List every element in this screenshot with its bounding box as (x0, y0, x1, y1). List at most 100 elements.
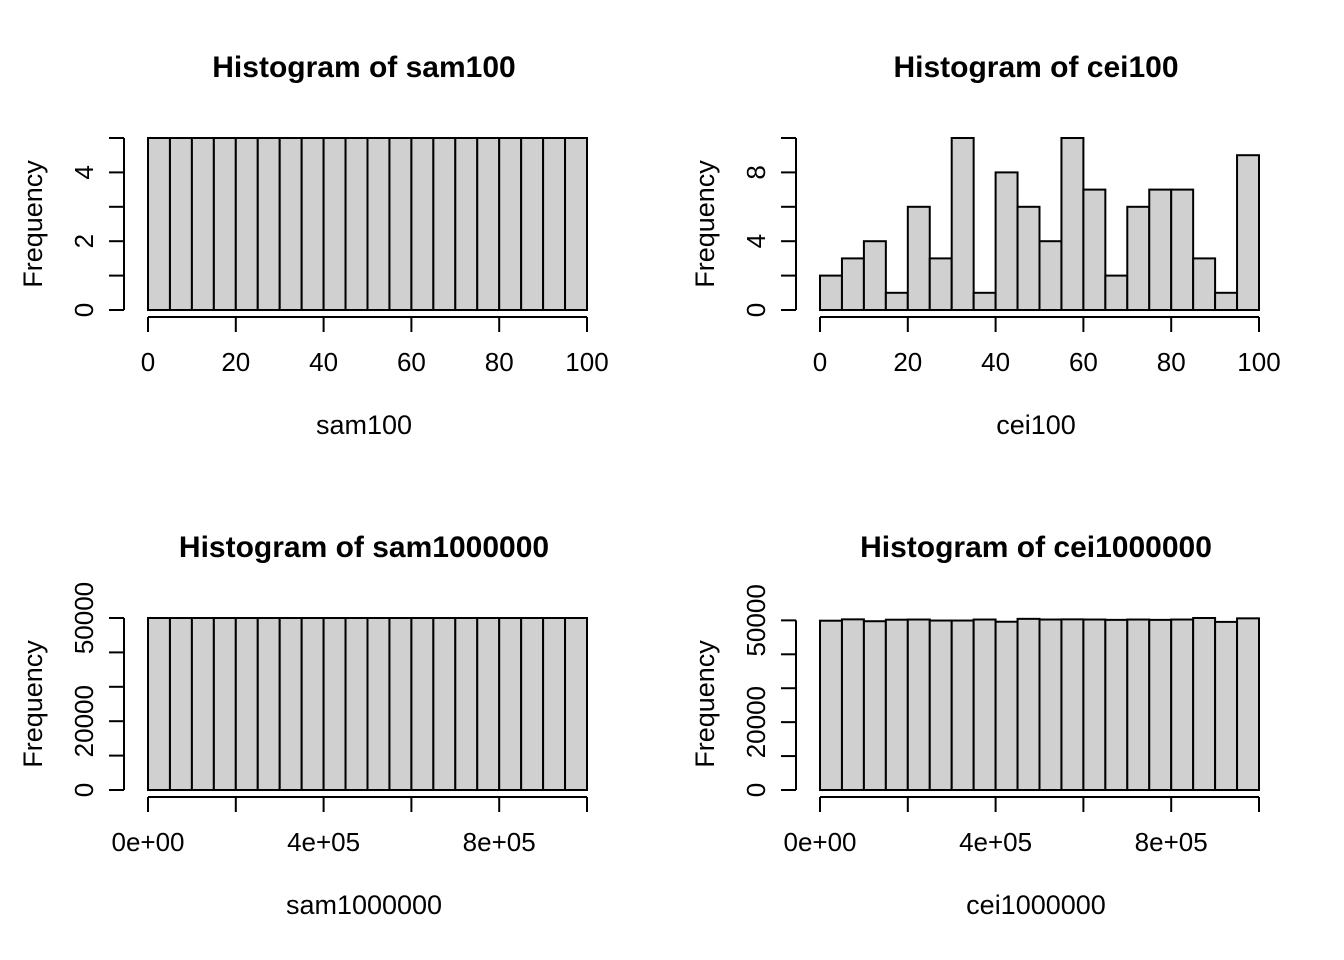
histogram-bar (1126, 205, 1151, 311)
histogram-bar (300, 137, 325, 311)
y-tick-label: 4 (69, 165, 99, 179)
histogram-bar (1082, 618, 1107, 791)
histogram-bar (1214, 620, 1239, 791)
histogram-bar (520, 617, 545, 791)
histogram-bar (950, 619, 975, 791)
histogram-bar (994, 620, 1019, 791)
histogram-bar (1148, 618, 1173, 791)
histogram-bar (884, 291, 909, 311)
histogram-bar (278, 617, 303, 791)
histogram-bar (840, 618, 865, 791)
histogram-bar (972, 618, 997, 791)
histogram-bar (278, 137, 303, 311)
x-tick-label: 0e+00 (783, 827, 856, 857)
histogram-bar (1170, 188, 1195, 312)
histogram-bar (322, 617, 347, 791)
histogram-bar (1016, 617, 1041, 791)
histogram-bar (819, 619, 843, 791)
histogram-bar (1236, 617, 1260, 791)
histogram-bar (300, 617, 325, 791)
histogram-bar (1126, 618, 1151, 791)
histogram-panel-cei1000000: 0 20000 50000 0e+00 4e+05 8e+05 Histogram of c… (672, 480, 1344, 960)
histogram-bar (819, 274, 843, 312)
y-tick-label: 4 (741, 234, 771, 248)
x-axis-label: cei100 (996, 410, 1076, 440)
histogram-bar (322, 137, 347, 311)
histogram-bar (1104, 618, 1129, 791)
x-tick-label: 80 (1157, 347, 1186, 377)
y-tick-label: 0 (741, 783, 771, 797)
histogram-bar (256, 137, 281, 311)
histogram-bar (366, 617, 391, 791)
y-tick-label: 0 (69, 783, 99, 797)
x-axis-label: sam1000000 (286, 890, 442, 920)
chart-title: Histogram of cei100 (893, 51, 1178, 84)
histogram-bar (928, 257, 953, 311)
y-tick-label: 0 (69, 303, 99, 317)
histogram-bar (234, 617, 259, 791)
histogram-bar (1170, 618, 1195, 791)
histogram-bar (972, 291, 997, 311)
histogram-bar (234, 137, 259, 311)
histogram-bar (410, 617, 435, 791)
histogram-bar (1016, 205, 1041, 311)
x-tick-label: 40 (981, 347, 1010, 377)
histogram-bar (1060, 137, 1085, 311)
y-axis-label: Frequency (18, 640, 48, 768)
histogram-bar (366, 137, 391, 311)
histogram-bar (168, 617, 193, 791)
histogram-bar (542, 137, 567, 311)
histogram-bar (1236, 154, 1260, 311)
histogram-bar (168, 137, 193, 311)
y-axis-label: Frequency (18, 160, 48, 288)
histogram-bar (862, 620, 887, 791)
histogram-bar (1192, 257, 1217, 311)
y-tick-label: 8 (741, 165, 771, 179)
chart-title: Histogram of sam100 (212, 51, 515, 84)
chart-title: Histogram of sam1000000 (179, 531, 549, 564)
x-tick-label: 100 (565, 347, 608, 377)
x-tick-label: 20 (221, 347, 250, 377)
histogram-bar (476, 617, 501, 791)
histogram-bar (840, 257, 865, 311)
histogram-bar (950, 137, 975, 311)
y-axis-label: Frequency (690, 160, 720, 288)
histogram-bar (190, 137, 215, 311)
histogram-bar (147, 137, 171, 311)
histogram-bar (564, 617, 588, 791)
histogram-bar (388, 137, 413, 311)
histogram-bar (862, 240, 887, 311)
histogram-bar (928, 619, 953, 791)
x-tick-label: 20 (893, 347, 922, 377)
histogram-bar (906, 618, 931, 791)
y-tick-label: 2 (69, 234, 99, 248)
histogram-bar (212, 137, 237, 311)
histogram-bar (906, 205, 931, 311)
x-tick-label: 8e+05 (1135, 827, 1208, 857)
y-tick-label: 0 (741, 303, 771, 317)
x-tick-label: 80 (485, 347, 514, 377)
histogram-bar (520, 137, 545, 311)
x-tick-label: 0 (141, 347, 155, 377)
x-tick-label: 8e+05 (463, 827, 536, 857)
histogram-bar (190, 617, 215, 791)
histogram-bar (432, 617, 457, 791)
histogram-bar (542, 617, 567, 791)
histogram-bar (994, 171, 1019, 311)
histogram-bar (1214, 291, 1239, 311)
histogram-bar (1192, 617, 1217, 791)
x-tick-label: 60 (397, 347, 426, 377)
x-axis-label: sam100 (316, 410, 412, 440)
x-tick-label: 4e+05 (287, 827, 360, 857)
y-tick-label: 50000 (69, 582, 99, 654)
histogram-bar (1082, 188, 1107, 312)
histogram-bar (256, 617, 281, 791)
histogram-bar (564, 137, 588, 311)
histogram-bar (1148, 188, 1173, 312)
chart-title: Histogram of cei1000000 (860, 531, 1212, 564)
histogram-bar (454, 137, 479, 311)
histogram-bar (147, 617, 171, 791)
histogram-bar (884, 618, 909, 791)
